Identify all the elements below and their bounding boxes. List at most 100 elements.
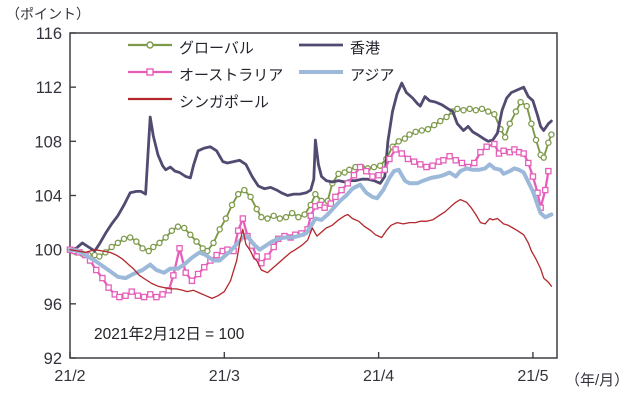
series-marker-global — [126, 234, 134, 241]
series-marker-australia — [363, 167, 370, 175]
series-marker-australia — [440, 157, 447, 164]
series-marker-global — [253, 205, 260, 213]
series-marker-australia — [410, 158, 418, 165]
series-marker-global — [270, 212, 277, 220]
series-marker-global — [548, 131, 555, 138]
series-marker-australia — [128, 288, 135, 295]
series-marker-global — [545, 139, 552, 146]
series-marker-australia — [182, 269, 189, 276]
series-marker-global — [301, 211, 308, 218]
series-marker-australia — [429, 162, 436, 169]
y-tick-label: 108 — [34, 133, 62, 151]
series-marker-global — [376, 162, 384, 169]
series-marker-australia — [258, 259, 265, 267]
x-axis-unit-label: （年/月） — [565, 372, 630, 389]
series-marker-australia — [99, 274, 106, 282]
series-marker-global — [156, 239, 163, 247]
series-marker-global — [210, 239, 217, 247]
series-marker-australia — [239, 215, 247, 222]
series-marker-global — [114, 239, 122, 247]
series-marker-australia — [327, 200, 335, 207]
series-marker-australia — [134, 292, 142, 299]
y-tick-label: 112 — [36, 79, 62, 97]
series-marker-global — [168, 227, 176, 234]
series-marker-global — [264, 215, 271, 222]
series-marker-global — [222, 215, 230, 222]
series-marker-global — [312, 190, 319, 198]
x-tick-label: 21/2 — [54, 368, 85, 385]
series-marker-australia — [307, 212, 314, 220]
series-marker-global — [174, 223, 182, 230]
series-marker-global — [424, 125, 432, 133]
series-marker-australia — [194, 270, 202, 278]
series-marker-global — [282, 213, 290, 221]
series-marker-global — [472, 106, 480, 114]
series-marker-global — [370, 163, 378, 171]
series-marker-global — [258, 213, 265, 221]
series-marker-global — [460, 106, 467, 114]
x-tick-label: 21/3 — [209, 368, 240, 385]
series-marker-australia — [188, 277, 196, 285]
series-marker-global — [145, 247, 152, 255]
series-marker-global — [517, 98, 524, 106]
series-marker-global — [401, 135, 409, 142]
series-marker-global — [443, 113, 450, 121]
series-marker-global — [228, 201, 236, 209]
series-marker-global — [247, 193, 254, 201]
series-marker-australia — [116, 293, 123, 301]
series-marker-australia — [122, 292, 129, 299]
series-marker-australia — [140, 293, 148, 301]
series-marker-australia — [332, 193, 339, 201]
series-marker-australia — [338, 186, 345, 194]
series-marker-australia — [344, 180, 352, 187]
series-marker-australia — [520, 150, 527, 157]
series-marker-australia — [398, 150, 406, 157]
series-marker-global — [180, 224, 188, 232]
series-marker-australia — [369, 173, 376, 180]
series-marker-australia — [381, 166, 389, 174]
series-marker-global — [528, 120, 535, 127]
series-marker-australia — [264, 253, 271, 260]
series-marker-australia — [446, 152, 453, 160]
series-marker-global — [491, 111, 498, 118]
series-marker-australia — [165, 287, 173, 294]
series-marker-global — [532, 136, 540, 144]
series-marker-global — [412, 128, 419, 136]
series-marker-global — [139, 245, 146, 252]
series-marker-global — [187, 231, 194, 239]
series-marker-australia — [392, 146, 399, 153]
series-marker-global — [204, 247, 211, 255]
series-marker-australia — [146, 291, 154, 298]
y-tick-label: 96 — [44, 296, 62, 314]
series-marker-global — [540, 154, 547, 161]
series-marker-australia — [491, 140, 498, 148]
series-marker-global — [288, 209, 296, 217]
series-marker-global — [234, 190, 242, 198]
series-marker-global — [512, 108, 520, 115]
y-tick-label: 92 — [44, 350, 62, 368]
series-marker-global — [120, 235, 128, 243]
y-axis-unit-label: （ポイント） — [6, 6, 90, 22]
series-marker-global — [501, 134, 509, 141]
series-line-asia — [68, 162, 554, 281]
series-marker-global — [437, 117, 444, 125]
series-marker-global — [199, 245, 206, 252]
x-tick-label: 21/4 — [363, 368, 394, 385]
y-tick-label: 116 — [36, 25, 62, 43]
series-marker-global — [276, 215, 284, 222]
series-marker-global — [466, 105, 473, 113]
series-marker-australia — [234, 227, 242, 234]
series-marker-australia — [452, 157, 460, 164]
series-marker-global — [108, 243, 115, 251]
series-marker-global — [430, 121, 438, 129]
series-marker-global — [335, 170, 342, 178]
series-marker-australia — [105, 284, 112, 291]
series-marker-australia — [170, 272, 177, 279]
series-marker-australia — [404, 155, 412, 163]
series-marker-australia — [423, 163, 430, 171]
series-marker-global — [523, 102, 531, 110]
series-marker-australia — [477, 148, 484, 156]
series-marker-australia — [471, 159, 478, 167]
series-marker-australia — [321, 204, 328, 211]
